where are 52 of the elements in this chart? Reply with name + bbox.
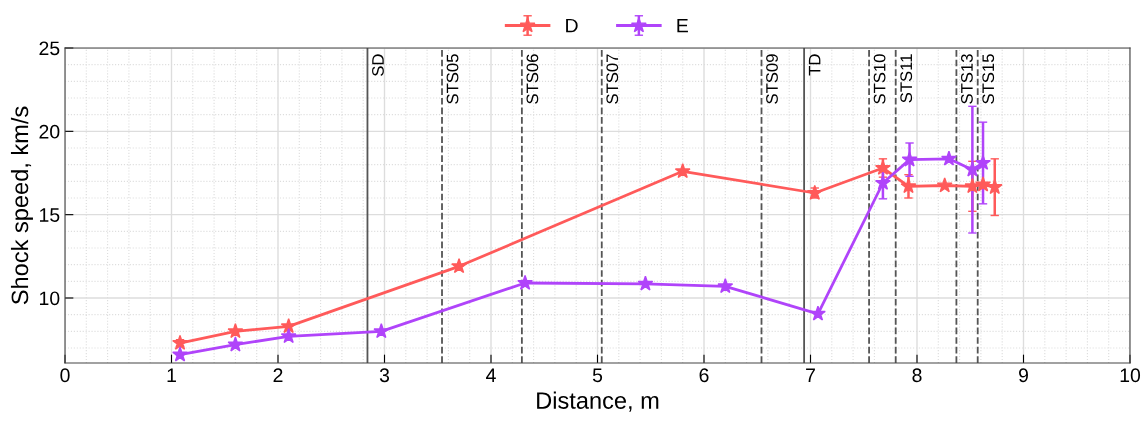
point [717, 277, 734, 294]
point [874, 174, 891, 190]
y-tick-label: 10 [40, 291, 60, 306]
point [936, 177, 953, 193]
point [227, 322, 244, 339]
ref-line-label: STS07 [606, 54, 619, 104]
point [940, 150, 957, 166]
point [517, 274, 534, 290]
ref-line-label: STS11 [900, 54, 913, 103]
point [986, 178, 1003, 195]
ref-line-label: STS10 [873, 54, 886, 104]
x-tick-label: 6 [699, 368, 709, 383]
point [900, 177, 917, 194]
x-tick-label: 10 [1120, 368, 1141, 383]
legend-label: D [566, 18, 578, 33]
x-tick-label: 2 [273, 368, 283, 382]
ref-line-label: STS06 [526, 54, 539, 104]
point [874, 159, 891, 175]
point [227, 336, 244, 352]
point [809, 305, 826, 321]
point [280, 317, 297, 334]
ref-line-label: STS09 [766, 54, 778, 104]
x-tick-label: 4 [486, 368, 496, 382]
x-axis-title: Distance, m [537, 391, 659, 412]
x-tick-label: 0 [60, 368, 70, 383]
point [373, 322, 390, 339]
point [964, 161, 981, 177]
ref-line-label: STS05 [446, 54, 459, 104]
x-tick-label: 1 [167, 368, 176, 382]
x-tick-label: 3 [379, 368, 390, 383]
point [674, 162, 691, 179]
legend-label: E [677, 18, 688, 33]
ref-line-label: STS15 [982, 54, 995, 104]
y-tick-label: 25 [39, 41, 60, 56]
y-axis-title: Shock speed, km/s [10, 106, 33, 305]
point [975, 176, 991, 192]
point [280, 327, 297, 344]
x-tick-label: 5 [592, 368, 603, 383]
point [637, 275, 654, 291]
ref-line-label: STS13 [961, 54, 973, 104]
point [451, 257, 468, 274]
x-tick-label: 7 [806, 368, 815, 382]
point [172, 346, 188, 362]
point [172, 334, 188, 350]
x-tick-label: 9 [1019, 368, 1028, 383]
ref-line-label: TD [808, 54, 821, 76]
ref-line-label: SD [372, 54, 384, 76]
point [901, 151, 918, 167]
y-tick-label: 20 [39, 124, 60, 139]
x-tick-label: 8 [912, 368, 922, 383]
point [975, 154, 991, 170]
y-tick-label: 15 [40, 208, 60, 222]
